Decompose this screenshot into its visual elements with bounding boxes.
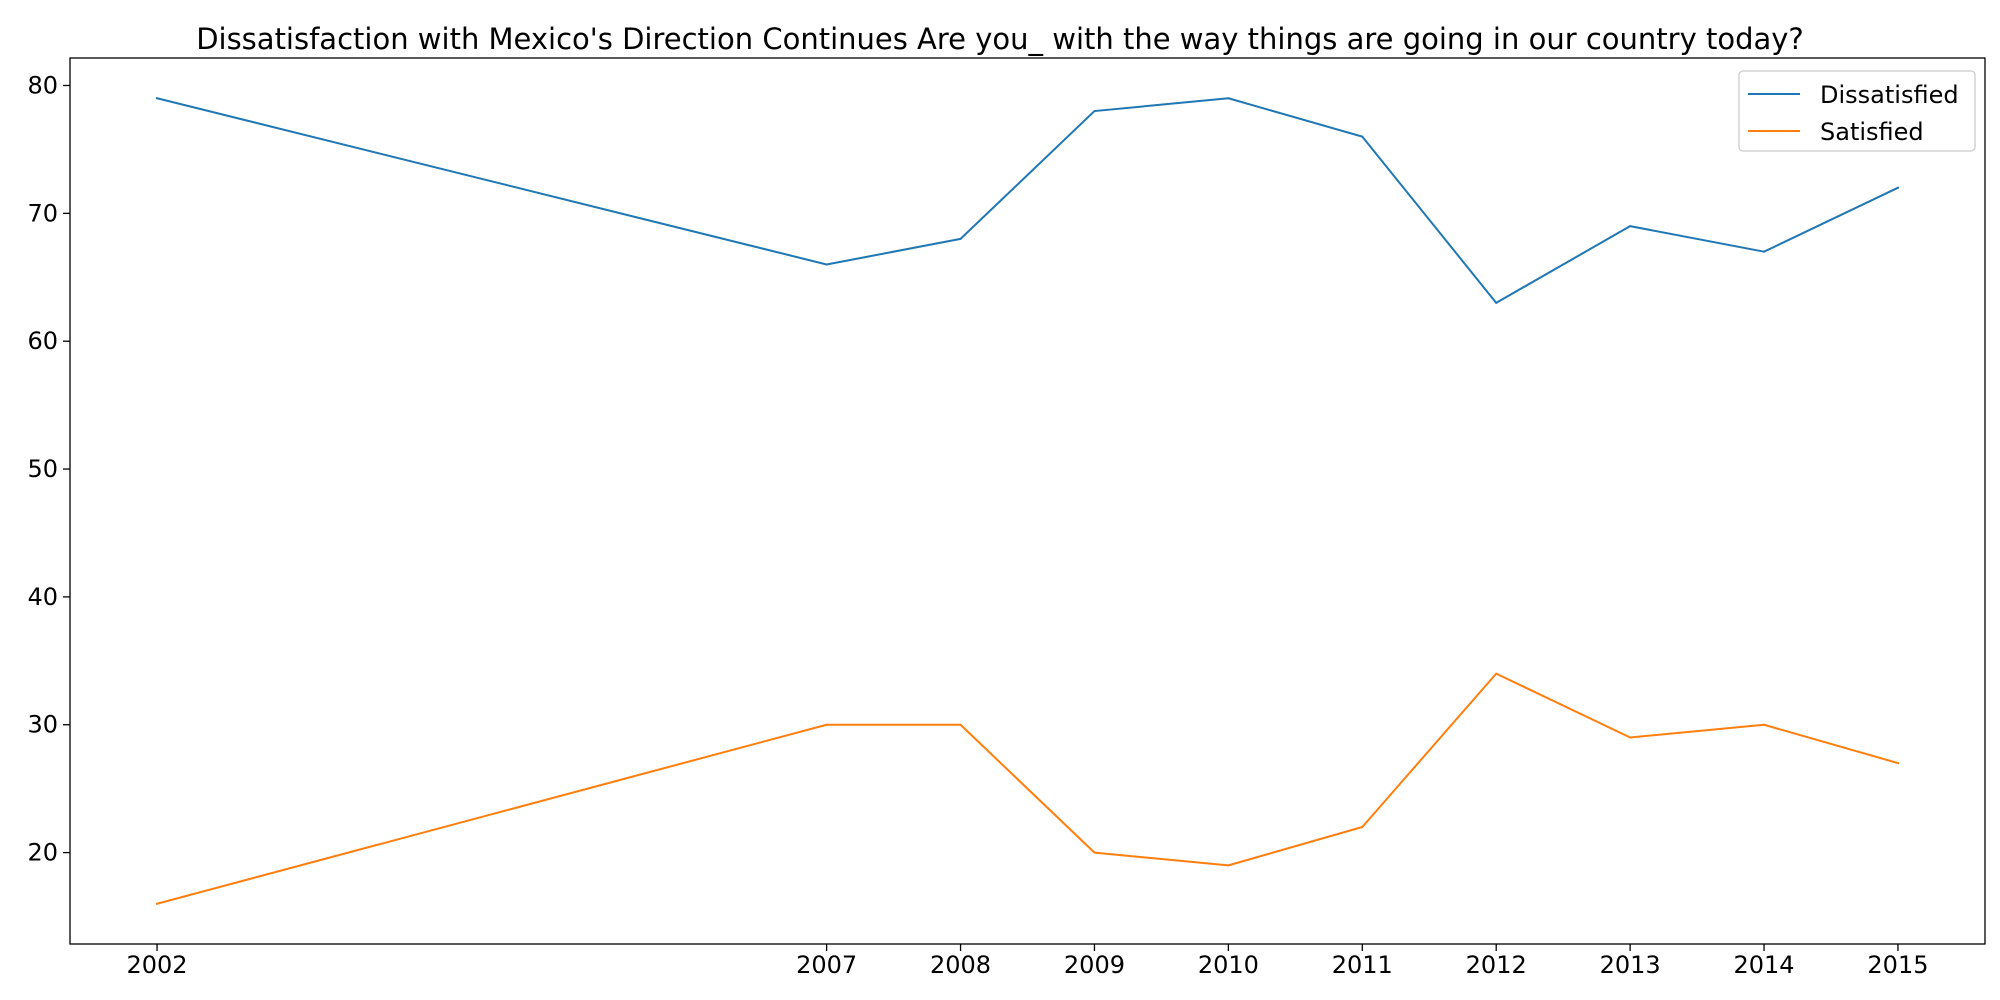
- data-point-dissatisfied: [156, 97, 159, 100]
- x-tick-label: 2007: [796, 951, 857, 979]
- x-tick-label: 2002: [127, 951, 188, 979]
- x-tick-label: 2012: [1466, 951, 1527, 979]
- y-tick-label: 70: [27, 199, 58, 227]
- legend-label-satisfied: Satisfied: [1820, 118, 1924, 146]
- y-tick-label: 60: [27, 327, 58, 355]
- data-point-satisfied: [1629, 736, 1632, 739]
- legend-label-dissatisfied: Dissatisfied: [1820, 81, 1959, 109]
- x-tick-label: 2009: [1064, 951, 1125, 979]
- series-layer: [155, 97, 1900, 905]
- data-point-satisfied: [1361, 826, 1364, 829]
- data-point-dissatisfied: [1629, 225, 1632, 228]
- data-point-satisfied: [1227, 864, 1230, 867]
- x-tick-label: 2014: [1733, 951, 1794, 979]
- data-point-dissatisfied: [1495, 301, 1498, 304]
- y-tick-label: 20: [27, 839, 58, 867]
- series-line-dissatisfied: [155, 97, 1900, 304]
- x-tick-label: 2008: [930, 951, 991, 979]
- data-point-dissatisfied: [1896, 186, 1899, 189]
- data-point-satisfied: [1896, 762, 1899, 765]
- data-point-dissatisfied: [825, 263, 828, 266]
- legend: Dissatisfied Satisfied: [1738, 70, 1976, 152]
- x-tick-label: 2013: [1600, 951, 1661, 979]
- chart-title: Dissatisfaction with Mexico's Direction …: [196, 22, 1804, 56]
- x-tick-label: 2015: [1867, 951, 1928, 979]
- data-point-satisfied: [156, 902, 159, 905]
- y-axis: 20 30 40 50 60 70 80: [27, 71, 70, 867]
- data-point-satisfied: [1763, 723, 1766, 726]
- x-tick-label: 2010: [1198, 951, 1259, 979]
- data-point-dissatisfied: [1763, 250, 1766, 253]
- y-tick-label: 40: [27, 583, 58, 611]
- series-line-satisfied: [155, 672, 1900, 905]
- data-point-satisfied: [825, 723, 828, 726]
- data-point-dissatisfied: [959, 237, 962, 240]
- plot-area-frame: [69, 57, 1986, 945]
- y-tick-label: 50: [27, 455, 58, 483]
- data-point-dissatisfied: [1227, 97, 1230, 100]
- y-tick-label: 30: [27, 711, 58, 739]
- y-tick-label: 80: [27, 71, 58, 99]
- data-point-satisfied: [959, 723, 962, 726]
- data-point-dissatisfied: [1361, 135, 1364, 138]
- x-axis: 2002 2007 2008 2009 2010 2011 2012 2013 2014 2015: [127, 944, 1928, 979]
- x-tick-label: 2011: [1332, 951, 1393, 979]
- data-point-satisfied: [1093, 851, 1096, 854]
- data-point-dissatisfied: [1093, 110, 1096, 113]
- data-point-satisfied: [1495, 672, 1498, 675]
